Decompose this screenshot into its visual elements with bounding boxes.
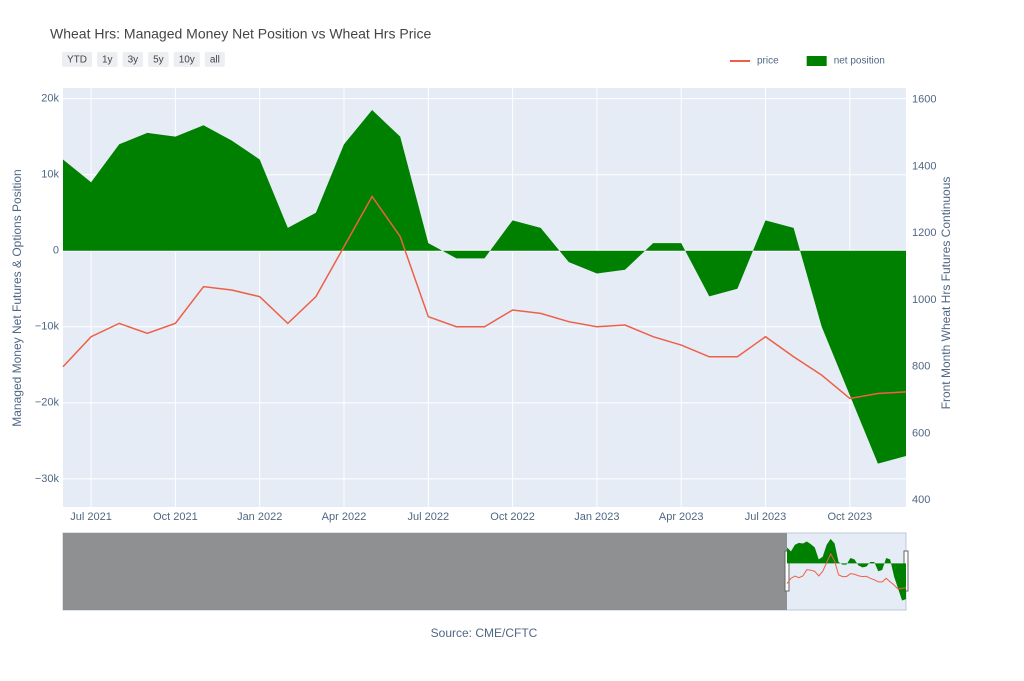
button-bg[interactable] — [122, 52, 144, 67]
y-tick-label: −20k — [35, 397, 60, 409]
plot-layer — [62, 88, 907, 507]
x-tick-label: Jul 2023 — [745, 511, 787, 523]
y2-axis-title: Front Month Wheat Hrs Futures Continuous — [939, 177, 953, 410]
button-bg[interactable] — [62, 52, 92, 67]
x-tick-label: Jul 2021 — [70, 511, 112, 523]
button-label[interactable]: all — [210, 55, 220, 66]
price-line — [62, 195, 907, 400]
y2-tick-label: 1000 — [912, 294, 936, 306]
slider-net-area — [787, 538, 906, 601]
button-bg[interactable] — [148, 52, 169, 67]
button-label[interactable]: 5y — [153, 55, 164, 66]
range-button[interactable]: 3y — [122, 52, 144, 67]
y-tick-label: −30k — [35, 473, 60, 485]
x-tick-label: Jan 2022 — [237, 511, 282, 523]
source-note: Source: CME/CFTC — [431, 626, 538, 640]
x-tick-label: Oct 2022 — [490, 511, 535, 523]
x-tick-label: Apr 2023 — [659, 511, 704, 523]
x-tick-label: Apr 2022 — [322, 511, 367, 523]
legend-swatch — [806, 56, 827, 66]
button-label[interactable]: 1y — [102, 55, 113, 66]
slider-mask — [63, 533, 787, 610]
y-axis-title: Managed Money Net Futures & Options Posi… — [10, 169, 24, 426]
legend-label[interactable]: net position — [834, 56, 885, 67]
button-bg[interactable] — [97, 52, 118, 67]
button-bg[interactable] — [204, 52, 225, 67]
y-tick-label: −10k — [35, 321, 60, 333]
button-label[interactable]: 10y — [179, 55, 195, 66]
y2-tick-label: 1400 — [912, 160, 936, 172]
range-button[interactable]: YTD — [62, 52, 92, 67]
x-tick-label: Jul 2022 — [408, 511, 450, 523]
x-tick-label: Jan 2023 — [574, 511, 619, 523]
x-tick-label: Oct 2023 — [827, 511, 872, 523]
range-button[interactable]: all — [204, 52, 225, 67]
x-tick-label: Oct 2021 — [153, 511, 198, 523]
y2-tick-label: 800 — [912, 361, 930, 373]
range-button[interactable]: 5y — [148, 52, 169, 67]
y-tick-label: 0 — [53, 245, 59, 257]
y2-tick-label: 600 — [912, 427, 930, 439]
chart-title: Wheat Hrs: Managed Money Net Position vs… — [50, 26, 431, 42]
slider-price-line — [786, 552, 907, 590]
button-label[interactable]: 3y — [128, 55, 139, 66]
y2-tick-label: 1600 — [912, 94, 936, 106]
y2-tick-label: 400 — [912, 494, 930, 506]
legend-label[interactable]: price — [757, 56, 779, 67]
net-area — [63, 110, 906, 464]
range-button[interactable]: 10y — [173, 52, 200, 67]
range-button[interactable]: 1y — [97, 52, 118, 67]
y-tick-label: 20k — [41, 93, 59, 105]
y-tick-label: 10k — [41, 169, 59, 181]
y2-tick-label: 1200 — [912, 227, 936, 239]
button-label[interactable]: YTD — [67, 55, 87, 66]
button-bg[interactable] — [173, 52, 200, 67]
